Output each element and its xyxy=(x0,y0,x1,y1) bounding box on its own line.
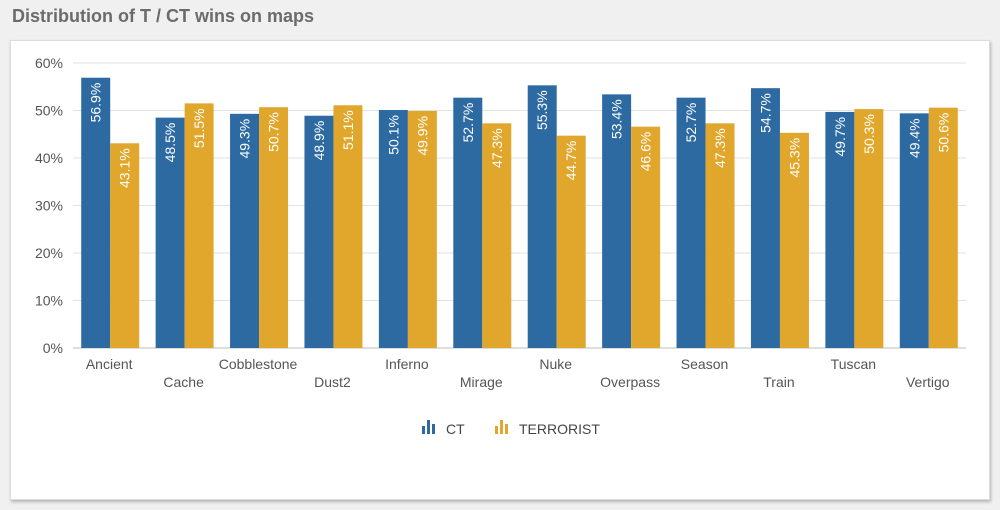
x-tick-label: Dust2 xyxy=(314,374,351,390)
x-tick-label: Tuscan xyxy=(831,356,876,372)
bars: 56.9% 43.1% 48.5% 51.5% 49.3% 50.7% 48.9% 51.1%… xyxy=(81,77,958,349)
x-tick-label: Cache xyxy=(163,374,204,390)
data-label: 45.3% xyxy=(786,138,802,178)
x-axis: Ancient Cache Cobblestone Dust2 Inferno Mirag… xyxy=(86,356,950,390)
data-label: 48.9% xyxy=(311,121,327,161)
bar-ct-inferno[interactable] xyxy=(378,110,408,349)
data-label: 50.6% xyxy=(935,113,951,153)
bar-ct-cobblestone[interactable] xyxy=(230,113,260,348)
gridlines xyxy=(73,62,966,349)
data-label: 49.4% xyxy=(906,118,922,158)
bar-ct-season[interactable] xyxy=(676,97,706,348)
data-label: 53.4% xyxy=(609,99,625,139)
legend-item-ct[interactable]: CT xyxy=(422,420,465,437)
data-label: 50.1% xyxy=(385,115,401,155)
data-label: 46.6% xyxy=(638,132,654,172)
legend-label: CT xyxy=(446,421,465,437)
legend[interactable]: CT TERRORIST xyxy=(422,420,600,437)
data-label: 48.5% xyxy=(162,123,178,163)
bar-ct-vertigo[interactable] xyxy=(899,113,929,348)
page-title: Distribution of T / CT wins on maps xyxy=(12,6,314,26)
y-tick-label: 60% xyxy=(35,55,63,71)
x-tick-label: Ancient xyxy=(86,356,133,372)
data-label: 43.1% xyxy=(117,148,133,188)
bar-ct-train[interactable] xyxy=(750,88,780,349)
data-label: 49.7% xyxy=(832,117,848,157)
bar-terrorist-train[interactable] xyxy=(779,132,809,348)
data-label: 54.7% xyxy=(757,93,773,133)
bar-terrorist-vertigo[interactable] xyxy=(928,107,958,349)
y-tick-label: 40% xyxy=(35,150,63,166)
data-label: 49.3% xyxy=(237,119,253,159)
bar-terrorist-cache[interactable] xyxy=(184,103,214,348)
bar-ct-dust2[interactable] xyxy=(304,115,334,348)
data-label: 51.1% xyxy=(340,110,356,150)
data-label: 47.3% xyxy=(712,128,728,168)
y-tick-label: 50% xyxy=(35,103,63,119)
y-tick-label: 20% xyxy=(35,245,63,261)
chart-card: 0% 10% 20% 30% 40% 50% 60% 56.9% 43.1% 48.5% 51.5… xyxy=(10,40,990,500)
data-label: 52.7% xyxy=(683,103,699,143)
bar-terrorist-tuscan[interactable] xyxy=(854,109,884,348)
x-tick-label: Overpass xyxy=(600,374,660,390)
bar-terrorist-nuke[interactable] xyxy=(556,135,586,348)
bar-ct-mirage[interactable] xyxy=(453,97,483,348)
x-tick-label: Cobblestone xyxy=(219,356,298,372)
x-tick-label: Nuke xyxy=(539,356,572,372)
bar-chart-icon xyxy=(422,420,435,434)
x-tick-label: Season xyxy=(681,356,728,372)
y-tick-label: 30% xyxy=(35,198,63,214)
y-axis: 0% 10% 20% 30% 40% 50% 60% xyxy=(35,55,63,356)
bar-terrorist-mirage[interactable] xyxy=(482,123,512,348)
bar-terrorist-cobblestone[interactable] xyxy=(259,107,289,348)
legend-item-terrorist[interactable]: TERRORIST xyxy=(495,420,600,437)
bar-chart: 0% 10% 20% 30% 40% 50% 60% 56.9% 43.1% 48.5% 51.5… xyxy=(35,55,966,437)
data-label: 51.5% xyxy=(191,108,207,148)
x-tick-label: Train xyxy=(763,374,794,390)
x-tick-label: Inferno xyxy=(385,356,429,372)
bar-chart-icon xyxy=(495,420,508,434)
x-tick-label: Mirage xyxy=(460,374,503,390)
y-tick-label: 0% xyxy=(43,340,63,356)
data-label: 49.9% xyxy=(414,116,430,156)
bar-terrorist-overpass[interactable] xyxy=(631,126,661,349)
data-label: 44.7% xyxy=(563,141,579,181)
data-label: 47.3% xyxy=(489,128,505,168)
y-tick-label: 10% xyxy=(35,293,63,309)
bar-terrorist-inferno[interactable] xyxy=(407,110,437,348)
x-tick-label: Vertigo xyxy=(906,374,950,390)
bar-terrorist-dust2[interactable] xyxy=(333,105,363,349)
legend-label: TERRORIST xyxy=(519,421,600,437)
data-label: 55.3% xyxy=(534,90,550,130)
data-label: 56.9% xyxy=(88,83,104,123)
bar-terrorist-season[interactable] xyxy=(705,123,735,348)
bar-ct-overpass[interactable] xyxy=(602,94,632,348)
data-label: 50.7% xyxy=(266,112,282,152)
data-label: 52.7% xyxy=(460,103,476,143)
bar-ct-tuscan[interactable] xyxy=(825,111,855,348)
bar-ct-nuke[interactable] xyxy=(527,85,557,348)
bar-ct-cache[interactable] xyxy=(155,117,185,348)
data-label: 50.3% xyxy=(861,114,877,154)
bar-ct-ancient[interactable] xyxy=(81,77,111,348)
bar-terrorist-ancient[interactable] xyxy=(110,143,140,348)
